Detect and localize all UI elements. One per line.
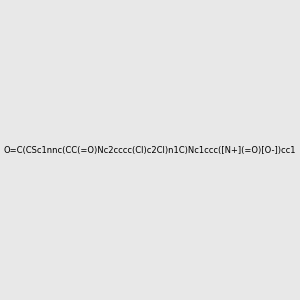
Text: O=C(CSc1nnc(CC(=O)Nc2cccc(Cl)c2Cl)n1C)Nc1ccc([N+](=O)[O-])cc1: O=C(CSc1nnc(CC(=O)Nc2cccc(Cl)c2Cl)n1C)Nc… xyxy=(4,146,296,154)
